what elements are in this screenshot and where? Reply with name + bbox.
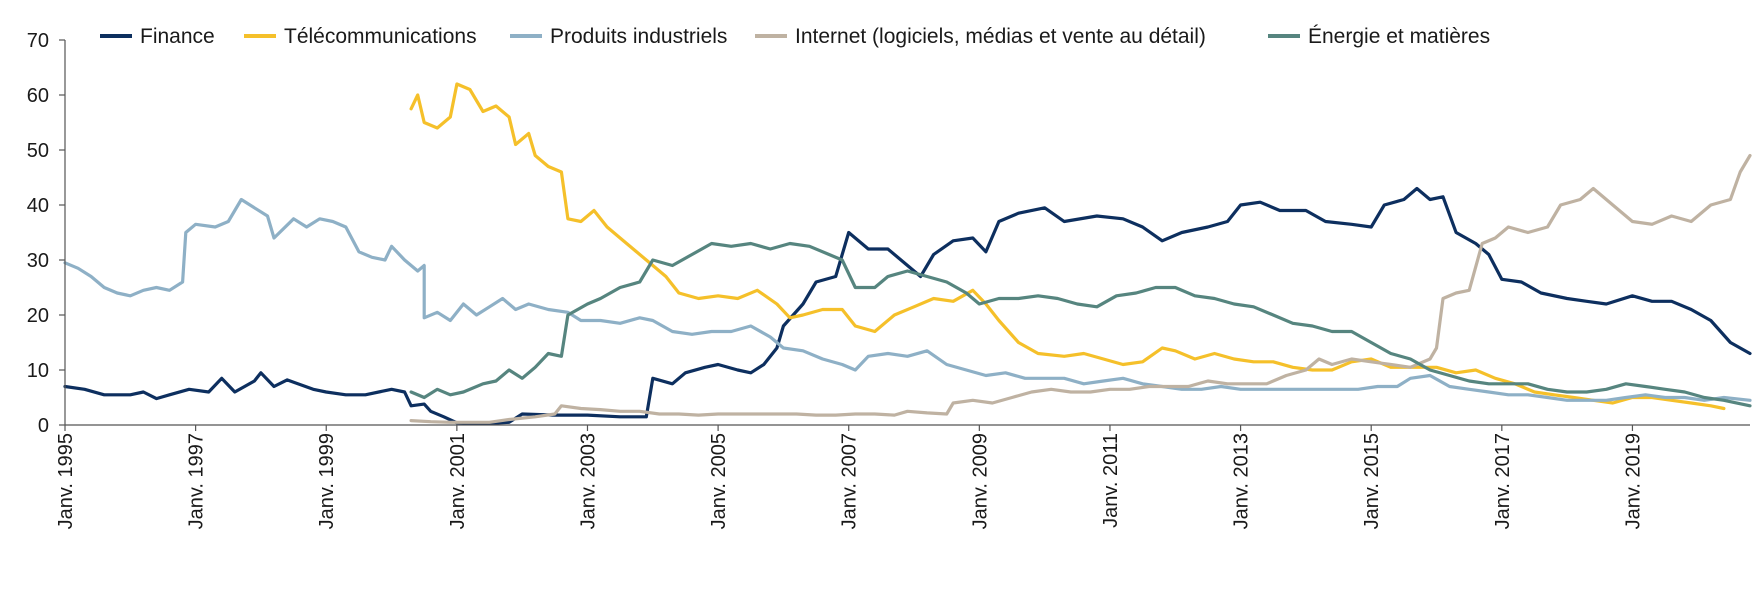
y-tick-label: 30 <box>27 250 49 272</box>
x-tick-label: Janv. 1995 <box>55 433 77 529</box>
series-layer <box>63 82 1752 425</box>
series-line-internet-logiciels-medias-et-vente-au-detail <box>409 153 1752 424</box>
legend-label-telecommunications: Télécommunications <box>284 25 477 48</box>
y-tick-label: 50 <box>27 140 49 162</box>
legend-label-finance: Finance <box>140 25 215 48</box>
series-line-produits-industriels <box>63 197 1752 402</box>
x-tick-label: Janv. 2003 <box>577 433 599 529</box>
x-tick-label: Janv. 2017 <box>1492 433 1514 529</box>
x-tick-label: Janv. 2015 <box>1361 433 1383 529</box>
y-tick-label: 10 <box>27 360 49 382</box>
y-tick-label: 20 <box>27 305 49 327</box>
legend-label-energie-et-matieres: Énergie et matières <box>1308 25 1490 48</box>
legend: Finance Télécommunications Produits indust… <box>100 25 1490 48</box>
series-line-telecommunications <box>409 82 1726 411</box>
x-tick-label: Janv. 2005 <box>708 433 730 529</box>
x-tick-label: Janv. 1999 <box>316 433 338 529</box>
x-tick-label: Janv. 2019 <box>1622 433 1644 529</box>
x-tick-label: Janv. 1997 <box>186 433 208 529</box>
y-tick-label: 70 <box>27 30 49 52</box>
y-axis-ticks: 0 10 20 30 40 50 60 70 <box>27 30 65 437</box>
x-tick-label: Janv. 2001 <box>447 433 469 529</box>
series-line-finance <box>63 186 1752 425</box>
legend-label-produits-industriels: Produits industriels <box>550 25 727 48</box>
series-line-energie-et-matieres <box>409 241 1752 408</box>
x-tick-label: Janv. 2011 <box>1100 433 1122 528</box>
x-tick-label: Janv. 2009 <box>969 433 991 529</box>
axes-layer <box>64 40 1750 426</box>
y-tick-label: 40 <box>27 195 49 217</box>
x-tick-label: Janv. 2007 <box>839 433 861 529</box>
y-tick-label: 60 <box>27 85 49 107</box>
x-axis-ticks: Janv. 1995 Janv. 1997 Janv. 1999 Janv. 2001… <box>55 425 1644 529</box>
legend-label-internet-logiciels-medias-et-vente-au-detail: Internet (logiciels, médias et vente au … <box>795 25 1206 48</box>
x-tick-label: Janv. 2013 <box>1231 433 1253 529</box>
y-tick-label: 0 <box>38 415 49 437</box>
